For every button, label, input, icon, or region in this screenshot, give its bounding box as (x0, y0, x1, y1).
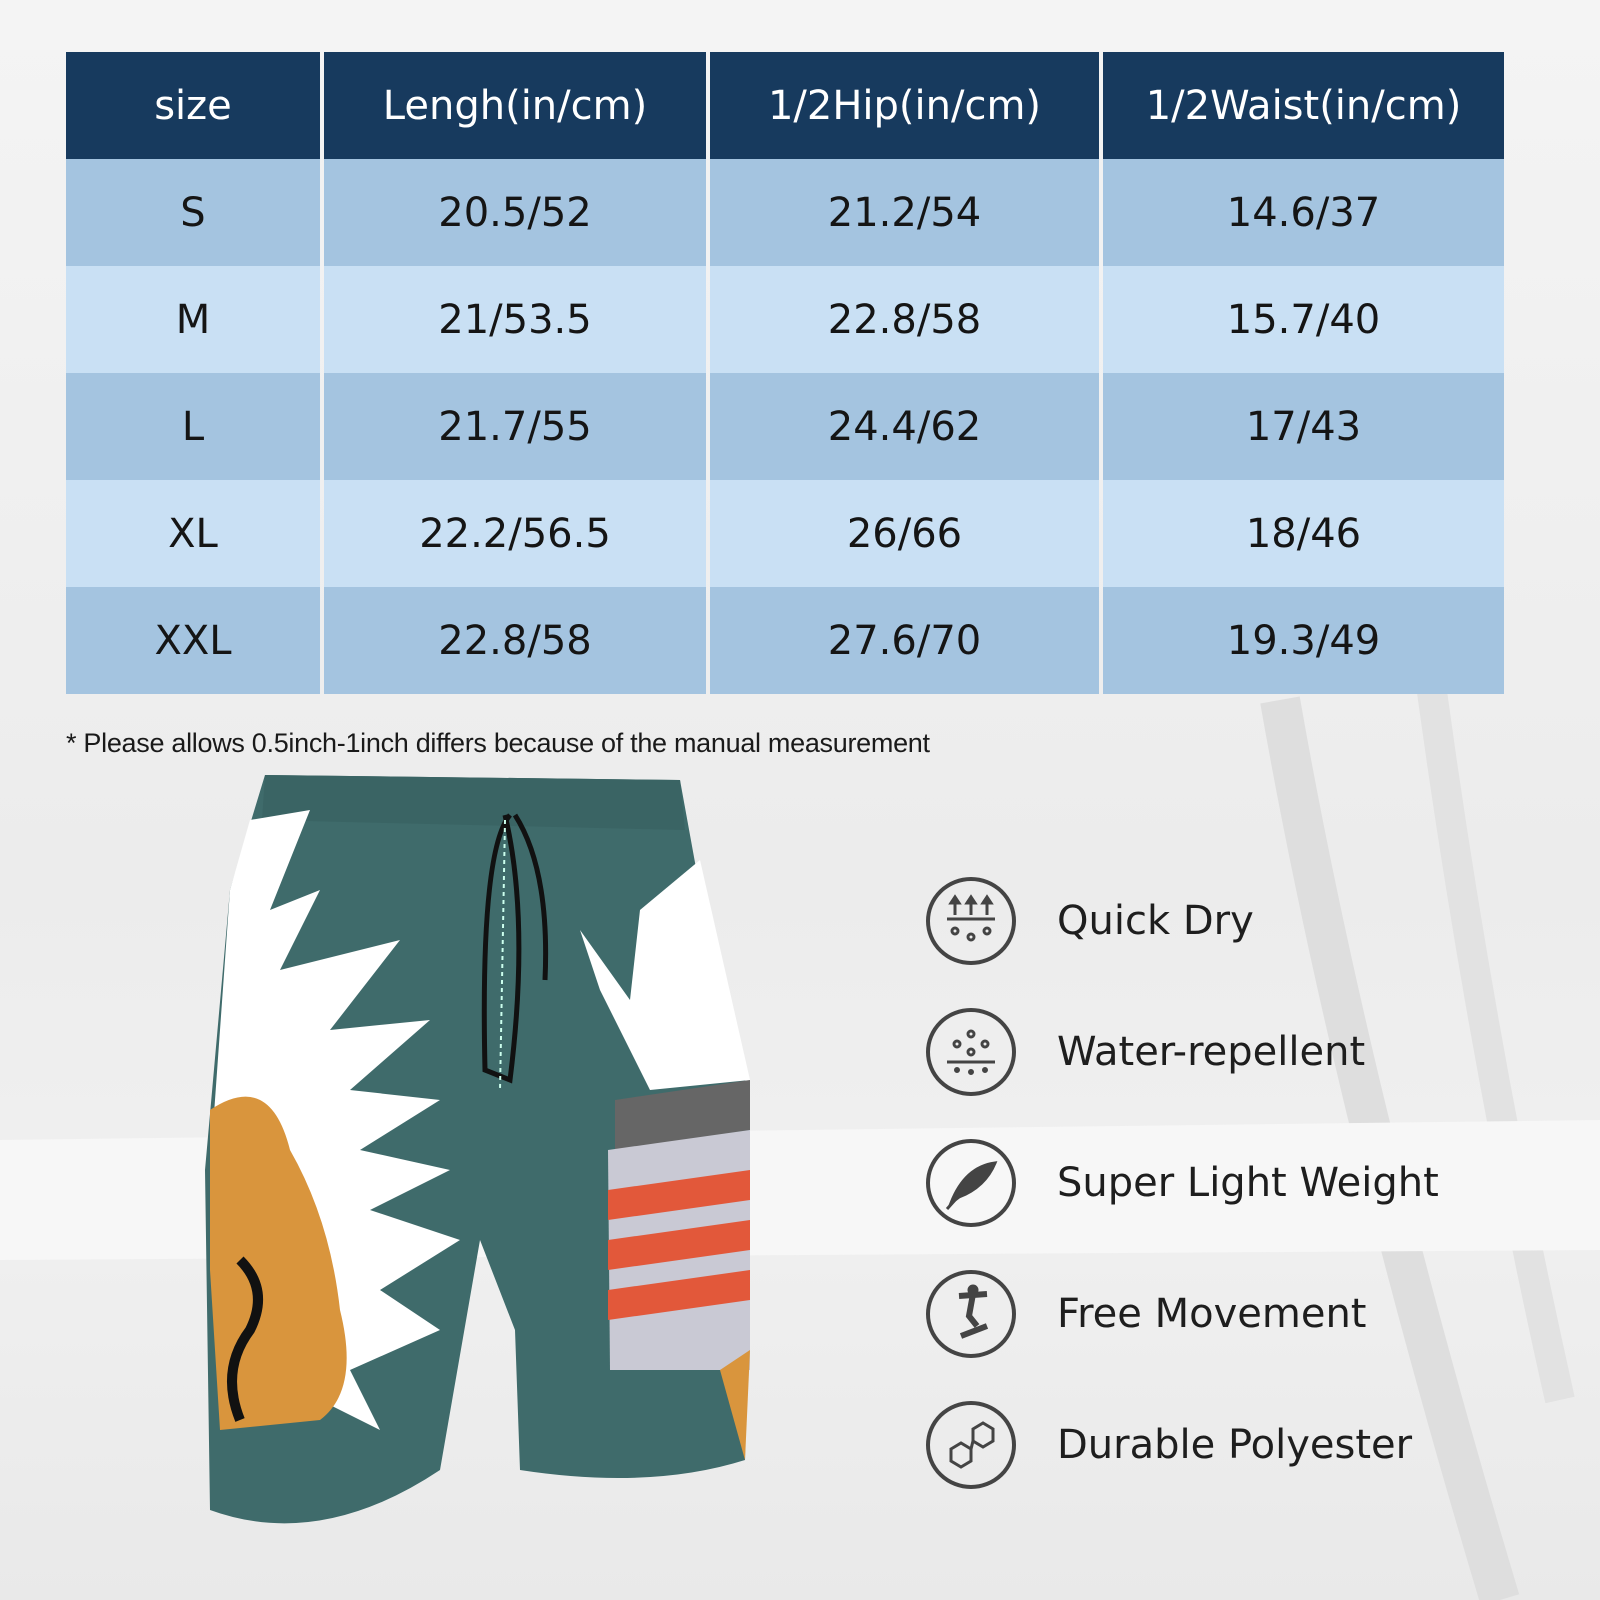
cell-half-waist: 19.3/49 (1103, 587, 1504, 694)
cell-half-hip: 22.8/58 (710, 266, 1099, 373)
header-length: Lengh(in/cm) (324, 52, 706, 159)
feather-icon (926, 1139, 1016, 1227)
cell-half-hip: 24.4/62 (710, 373, 1099, 480)
cell-length: 21/53.5 (324, 266, 706, 373)
feature-label: Free Movement (1057, 1291, 1367, 1337)
cell-size: XL (66, 480, 320, 587)
water-repellent-icon (926, 1008, 1016, 1096)
feature-item: Water-repellent (925, 986, 1439, 1118)
size-chart-table: size Lengh(in/cm) 1/2Hip(in/cm) 1/2Waist… (66, 52, 1504, 694)
cell-size: M (66, 266, 320, 373)
cell-size: S (66, 159, 320, 266)
cell-half-waist: 14.6/37 (1103, 159, 1504, 266)
feature-label: Quick Dry (1057, 898, 1254, 944)
header-half-waist: 1/2Waist(in/cm) (1103, 52, 1504, 159)
header-size: size (66, 52, 320, 159)
feature-label: Water-repellent (1057, 1029, 1366, 1075)
hexagon-molecule-icon (926, 1401, 1016, 1489)
feature-item: Super Light Weight (925, 1117, 1439, 1249)
cell-half-hip: 21.2/54 (710, 159, 1099, 266)
cell-length: 22.2/56.5 (324, 480, 706, 587)
table-header-row: size Lengh(in/cm) 1/2Hip(in/cm) 1/2Waist… (66, 52, 1504, 159)
skateboarder-icon (926, 1270, 1016, 1358)
table-row: S 20.5/52 21.2/54 14.6/37 (66, 159, 1504, 266)
cell-size: L (66, 373, 320, 480)
feature-item: Quick Dry (925, 855, 1439, 987)
table-row: XL 22.2/56.5 26/66 18/46 (66, 480, 1504, 587)
feature-label: Durable Polyester (1057, 1422, 1413, 1468)
cell-half-hip: 26/66 (710, 480, 1099, 587)
feature-item: Free Movement (925, 1248, 1439, 1380)
table-row: M 21/53.5 22.8/58 15.7/40 (66, 266, 1504, 373)
cell-length: 20.5/52 (324, 159, 706, 266)
cell-half-waist: 17/43 (1103, 373, 1504, 480)
cell-half-waist: 15.7/40 (1103, 266, 1504, 373)
cell-size: XXL (66, 587, 320, 694)
cell-half-waist: 18/46 (1103, 480, 1504, 587)
table-row: XXL 22.8/58 27.6/70 19.3/49 (66, 587, 1504, 694)
feature-list: Quick Dry Water-repellent Super Light Weig… (925, 856, 1439, 1511)
swim-shorts-image (205, 775, 750, 1524)
cell-length: 21.7/55 (324, 373, 706, 480)
quick-dry-icon (926, 877, 1016, 965)
cell-length: 22.8/58 (324, 587, 706, 694)
cell-half-hip: 27.6/70 (710, 587, 1099, 694)
table-row: L 21.7/55 24.4/62 17/43 (66, 373, 1504, 480)
header-half-hip: 1/2Hip(in/cm) (710, 52, 1099, 159)
feature-label: Super Light Weight (1057, 1160, 1439, 1206)
feature-item: Durable Polyester (925, 1379, 1439, 1511)
measurement-note: * Please allows 0.5inch-1inch differs be… (66, 728, 930, 758)
